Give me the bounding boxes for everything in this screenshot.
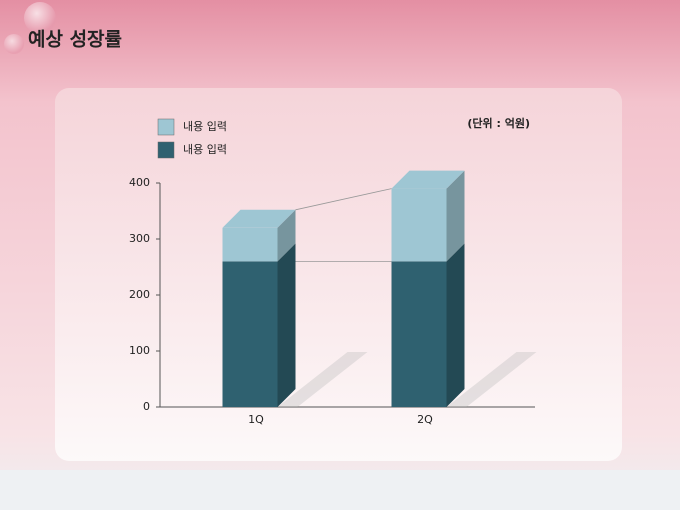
legend-swatch [157,118,175,136]
series-line [295,188,392,211]
bar-segment [222,209,296,262]
bar-segment [391,243,465,407]
bar-shadow [277,352,368,407]
bar-side [277,209,296,262]
y-tick-label: 100 [129,344,150,357]
bar-shadow [446,352,537,407]
decoration [24,2,56,34]
bar-segment [391,170,465,262]
legend-swatch [157,141,175,159]
y-tick-label: 200 [129,288,150,301]
chart-panel [55,88,622,461]
bar-front [391,261,447,407]
decoration [4,34,24,54]
slide-title: 예상 성장률 [28,29,122,51]
x-tick-label: 2Q [417,413,433,426]
bar-top [222,209,296,228]
unit-label: (단위 : 억원) [467,116,530,130]
y-tick-label: 400 [129,176,150,189]
y-tick-label: 300 [129,232,150,245]
x-tick-label: 1Q [248,413,264,426]
bar-front [391,188,447,262]
bar-front [222,261,278,407]
bar-top [391,170,465,189]
ground [0,470,680,510]
bar-segment [222,243,296,407]
bar-side [446,243,465,407]
legend-label: 내용 입력 [183,143,227,156]
legend-label: 내용 입력 [183,120,227,133]
bar-front [222,227,278,262]
bar-side [277,243,296,407]
y-tick-label: 0 [143,400,150,413]
bar-side [446,170,465,262]
